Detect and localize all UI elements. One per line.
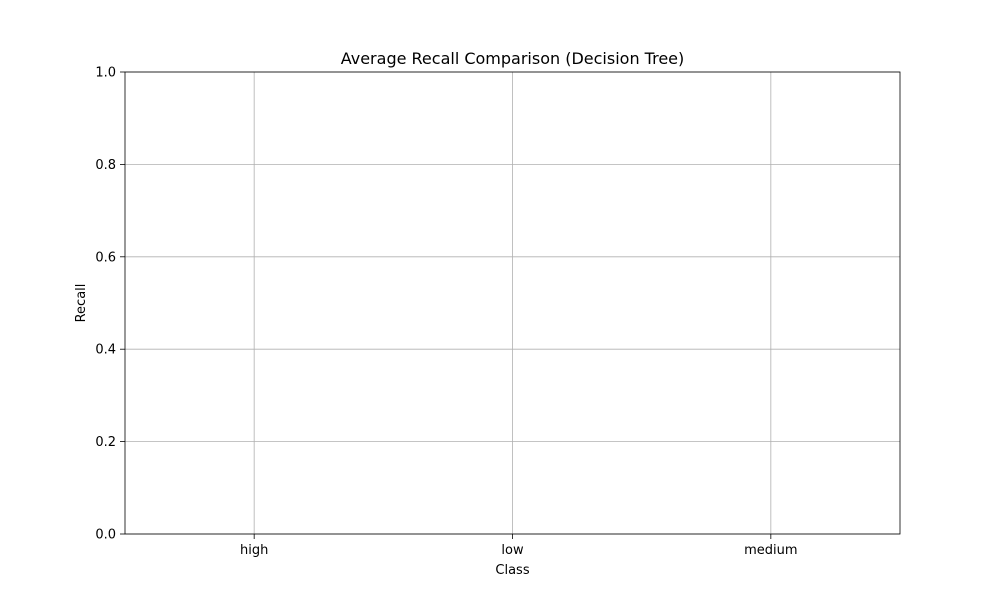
y-axis-label: Recall	[74, 284, 89, 323]
x-tick-label: low	[501, 543, 524, 558]
y-tick-label: 0.2	[95, 435, 116, 450]
y-tick-label: 0.4	[95, 343, 116, 358]
x-tick-label: medium	[744, 543, 797, 558]
axis-ticks: 0.0 0.2 0.4 0.6 0.8 1.0 high low medium	[95, 66, 797, 559]
y-tick-label: 0.6	[95, 250, 116, 265]
y-tick-label: 1.0	[95, 66, 116, 81]
y-tick-label: 0.8	[95, 158, 116, 173]
x-tick-label: high	[240, 543, 268, 558]
chart-title: Average Recall Comparison (Decision Tree…	[341, 49, 685, 68]
x-axis-label: Class	[495, 563, 529, 578]
y-tick-label: 0.0	[95, 528, 116, 543]
